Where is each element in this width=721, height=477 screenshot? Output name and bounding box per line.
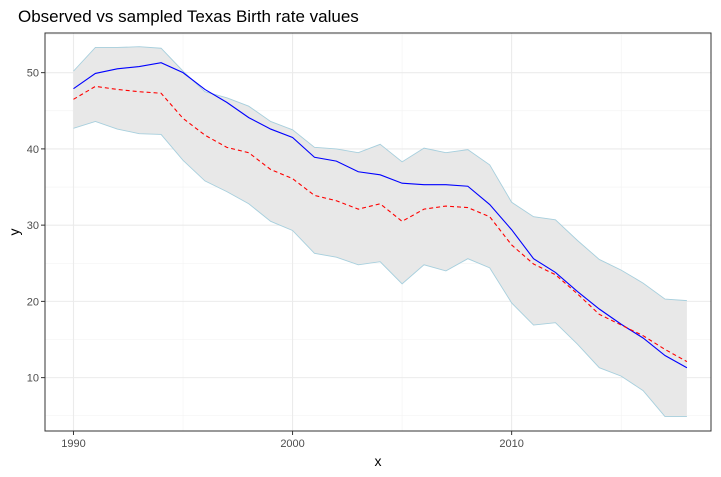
x-tick-label: 2000	[280, 438, 304, 450]
chart-title: Observed vs sampled Texas Birth rate val…	[18, 7, 359, 26]
y-axis-ticks: 10 20 30 40 50	[27, 68, 45, 385]
series-line-dashed	[73, 85, 688, 363]
band-upper-edge	[73, 46, 687, 302]
band-lower-edge	[73, 120, 687, 417]
y-tick-label: 30	[27, 220, 39, 232]
y-tick-label: 50	[27, 68, 39, 80]
y-tick-label: 20	[27, 296, 39, 308]
y-axis-title: y	[6, 229, 22, 236]
confidence-band	[73, 46, 687, 417]
y-tick-label: 40	[27, 144, 39, 156]
band-area	[73, 46, 687, 417]
x-tick-label: 2010	[499, 438, 523, 450]
x-axis-ticks: 1990 2000 2010	[61, 431, 524, 450]
x-tick-label: 1990	[61, 438, 85, 450]
series-line-solid	[73, 62, 688, 369]
y-tick-label: 10	[27, 373, 39, 385]
x-axis-title: x	[375, 453, 382, 469]
series-lines	[73, 62, 688, 369]
plot-panel-border	[44, 32, 712, 432]
